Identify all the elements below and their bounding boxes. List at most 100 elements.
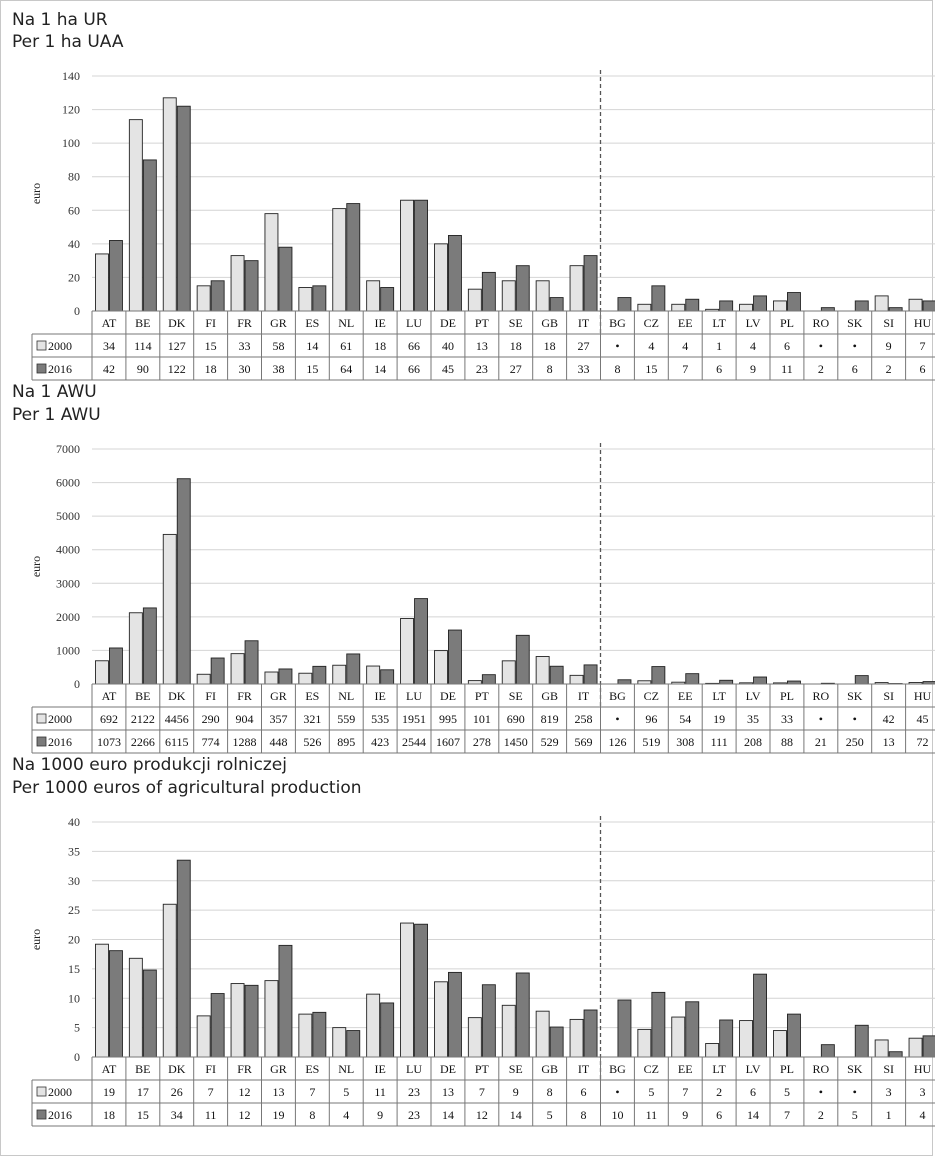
legend-label-2000: 2000 — [48, 339, 72, 353]
data-cell: 15 — [137, 1108, 149, 1122]
data-cell: 357 — [269, 712, 287, 726]
data-cell: 448 — [269, 735, 287, 749]
data-cell: 11 — [374, 1085, 386, 1099]
category-label: SK — [847, 689, 863, 703]
bar-2000-cz — [637, 303, 652, 312]
data-cell: 529 — [541, 735, 559, 749]
data-cell: 9 — [682, 1108, 688, 1122]
data-cell: 14 — [374, 362, 386, 376]
data-cell: 7 — [682, 1085, 688, 1099]
category-label: BE — [135, 1062, 150, 1076]
y-tick-label: 30 — [68, 874, 80, 888]
bar-2000-cz — [637, 1028, 652, 1058]
data-cell: 8 — [614, 362, 620, 376]
data-cell: 1 — [716, 339, 722, 353]
bar-2016-sk — [854, 300, 869, 312]
category-label: HU — [914, 1062, 932, 1076]
bar-2000-se — [501, 660, 516, 685]
y-tick-label: 20 — [68, 270, 80, 284]
bar-2016-sk — [854, 675, 869, 685]
data-cell: 72 — [917, 735, 929, 749]
bar-2016-lv — [753, 676, 767, 685]
bar-2016-be — [142, 969, 157, 1058]
category-label: ES — [305, 689, 319, 703]
bar-2000-es — [298, 1013, 313, 1058]
bar-2016-lt — [719, 679, 734, 685]
data-cell: 2 — [818, 1108, 824, 1122]
data-cell: 15 — [306, 362, 318, 376]
data-cell: 13 — [442, 1085, 454, 1099]
data-cell: 7 — [784, 1108, 790, 1122]
bar-2000-es — [298, 672, 313, 685]
bar-2000-lv — [739, 303, 753, 312]
data-cell: 13 — [476, 339, 488, 353]
data-cell: 12 — [239, 1085, 251, 1099]
bar-2000-de — [434, 243, 448, 312]
data-cell: • — [615, 339, 619, 353]
data-cell: 14 — [747, 1108, 759, 1122]
bar-2000-be — [128, 612, 143, 685]
bar-2000-at — [94, 943, 109, 1058]
bar-2016-pt — [481, 271, 496, 312]
data-cell: 27 — [510, 362, 522, 376]
category-label: FR — [237, 316, 252, 330]
bar-2000-gr — [264, 213, 279, 312]
bar-2016-be — [142, 159, 157, 312]
bar-2000-dk — [162, 903, 177, 1058]
bar-2016-si — [888, 1051, 903, 1058]
bar-2016-sk — [854, 1024, 869, 1058]
category-label: ES — [305, 1062, 319, 1076]
bar-2000-nl — [332, 208, 347, 312]
y-tick-label: 120 — [62, 103, 80, 117]
chart-1-title-pl: Na 1 ha UR — [12, 10, 108, 30]
bar-2016-gr — [278, 944, 293, 1058]
bar-2016-gb — [549, 297, 564, 312]
bar-2000-si — [874, 295, 889, 312]
data-cell: 18 — [510, 339, 522, 353]
bar-2016-gr — [278, 246, 293, 312]
bar-2000-ee — [671, 303, 686, 312]
legend-label-2000: 2000 — [48, 712, 72, 726]
data-cell: 5 — [648, 1085, 654, 1099]
bar-2016-bg — [617, 999, 632, 1058]
data-cell: 6 — [750, 1085, 756, 1099]
data-cell: 258 — [575, 712, 593, 726]
category-label: SI — [883, 316, 894, 330]
data-cell: 33 — [578, 362, 590, 376]
data-cell: 6115 — [165, 735, 189, 749]
bar-2016-be — [142, 607, 157, 685]
bar-2000-lu — [400, 618, 414, 685]
category-label: PL — [780, 1062, 794, 1076]
bar-2000-de — [434, 650, 448, 685]
data-cell: 8 — [581, 1108, 587, 1122]
bar-2000-se — [501, 280, 516, 312]
bar-2000-gb — [535, 1010, 550, 1058]
data-cell: 1450 — [504, 735, 528, 749]
category-label: DE — [440, 316, 456, 330]
data-cell: 66 — [408, 362, 420, 376]
data-cell: 2 — [818, 362, 824, 376]
data-cell: 208 — [744, 735, 762, 749]
chart-2-per-awu: 0 1000 2000 3000 4000 5000 6000 7000 euro AT BE DK F… — [29, 442, 935, 754]
bar-2000-dk — [162, 97, 177, 312]
legend-swatch-2000 — [36, 340, 47, 351]
bar-2016-gr — [278, 668, 293, 685]
bar-2000-lt — [705, 1043, 720, 1058]
bar-2000-lu — [400, 199, 414, 312]
data-cell: 96 — [645, 712, 657, 726]
bar-2016-bg — [617, 297, 632, 312]
bar-2016-gb — [549, 665, 564, 685]
bar-2000-nl — [332, 664, 347, 685]
data-cell: 2 — [886, 362, 892, 376]
category-label: IE — [374, 1062, 385, 1076]
y-tick-label: 15 — [68, 962, 80, 976]
category-label: CZ — [644, 689, 659, 703]
category-label: NL — [338, 689, 354, 703]
bar-2000-ie — [366, 280, 381, 312]
data-cell: 8 — [547, 1085, 553, 1099]
bar-2016-lu — [414, 199, 428, 312]
category-label: EE — [678, 689, 693, 703]
data-cell: 2 — [716, 1085, 722, 1099]
bar-2000-hu — [908, 298, 923, 312]
category-label: IT — [578, 689, 590, 703]
